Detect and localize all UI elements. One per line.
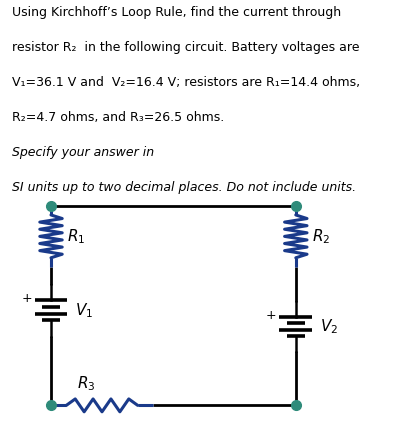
Text: V₁=36.1 V and  V₂=16.4 V; resistors are R₁=14.4 ohms,: V₁=36.1 V and V₂=16.4 V; resistors are R… <box>12 76 360 89</box>
Text: Using Kirchhoff’s Loop Rule, find the current through: Using Kirchhoff’s Loop Rule, find the cu… <box>12 6 341 19</box>
Text: R₂=4.7 ohms, and R₃=26.5 ohms.: R₂=4.7 ohms, and R₃=26.5 ohms. <box>12 111 228 124</box>
Text: $R_2$: $R_2$ <box>312 227 330 246</box>
Text: resistor R₂  in the following circuit. Battery voltages are: resistor R₂ in the following circuit. Ba… <box>12 41 360 54</box>
Text: $R_1$: $R_1$ <box>67 227 86 246</box>
Text: Specify your answer in: Specify your answer in <box>12 146 154 159</box>
Text: $V_1$: $V_1$ <box>75 301 93 320</box>
Text: +: + <box>21 292 32 305</box>
Text: $V_2$: $V_2$ <box>320 317 338 336</box>
Text: $R_3$: $R_3$ <box>78 374 96 393</box>
Text: +: + <box>266 309 277 322</box>
Text: SI units up to two decimal places. Do not include units.: SI units up to two decimal places. Do no… <box>12 181 356 194</box>
